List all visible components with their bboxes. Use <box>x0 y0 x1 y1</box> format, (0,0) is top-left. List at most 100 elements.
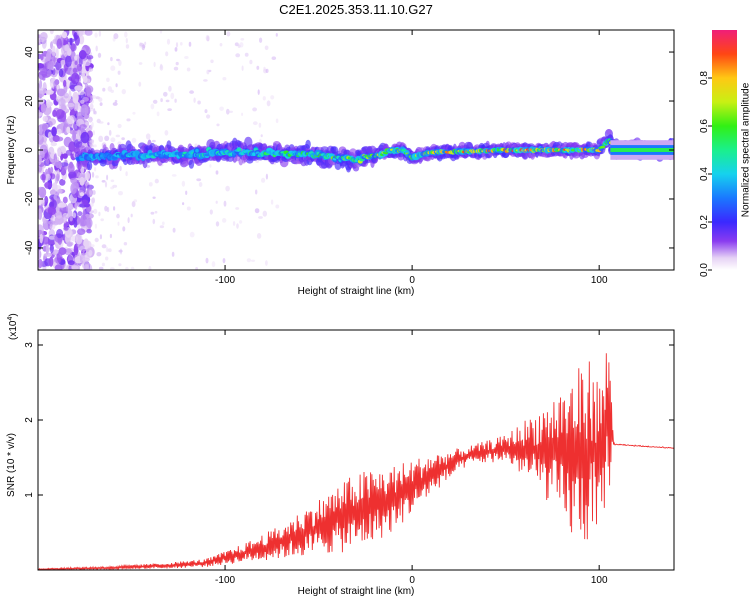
snr-scale-exponent: 4 <box>7 317 14 321</box>
heatmap-cell-680 <box>150 103 155 110</box>
heatmap-cell-588 <box>52 109 57 117</box>
heatmap-cell-746 <box>99 234 102 240</box>
heatmap-cell-721 <box>226 108 230 115</box>
heatmap-cell-869 <box>106 174 109 181</box>
heatmap-cell-603 <box>51 57 56 65</box>
heatmap-cell-427 <box>53 85 57 94</box>
heatmap-cell-663 <box>89 98 94 104</box>
heatmap-cell-759 <box>186 206 191 211</box>
heatmap-cell-409 <box>74 202 78 210</box>
heatmap-cell-410 <box>60 59 66 65</box>
heatmap-cell-190 <box>56 128 62 135</box>
heatmap-cell-642 <box>58 68 64 78</box>
heatmap-cell-791 <box>186 67 191 72</box>
heatmap-cell-535 <box>48 131 52 139</box>
heatmap-cell-827 <box>124 31 128 38</box>
heatmap-cell-634 <box>50 142 57 147</box>
heatmap-cell-692 <box>118 263 122 267</box>
heatmap-cell-824 <box>222 218 227 223</box>
heatmap-cell-624 <box>45 159 50 164</box>
heatmap-cell-857 <box>126 118 131 122</box>
heatmap-cell-834 <box>138 62 143 65</box>
heatmap-cell-872 <box>89 190 92 195</box>
heatmap-cell-886 <box>139 42 144 47</box>
heatmap-cell-699 <box>262 96 266 101</box>
heatmap-cell-867 <box>195 267 198 270</box>
heatmap-cell-649 <box>66 241 74 246</box>
heatmap-cell-744 <box>105 256 109 261</box>
heatmap-cell-538 <box>68 265 72 270</box>
heatmap-cell-691 <box>167 108 172 111</box>
heatmap-cell-643 <box>61 31 68 39</box>
heatmap-cell-801 <box>174 47 178 52</box>
heatmap-cell-850 <box>270 95 275 100</box>
heatmap-cell-729 <box>119 165 122 172</box>
heatmap-cell-776 <box>104 205 108 212</box>
heatmap-cell-806 <box>184 56 189 59</box>
spectrogram-x-label: Height of straight line (km) <box>298 286 415 297</box>
heatmap-cell-789 <box>185 190 188 195</box>
heatmap-cell-781 <box>232 221 236 226</box>
heatmap-cell-704 <box>156 111 160 117</box>
heatmap-cell-788 <box>209 209 213 215</box>
heatmap-cell-710 <box>154 178 159 184</box>
heatmap-cell-417 <box>62 79 67 88</box>
heatmap-cell-846 <box>205 34 210 42</box>
heatmap-cell-749 <box>196 178 202 182</box>
heatmap-cell-530 <box>46 70 52 77</box>
heatmap-cell-770 <box>235 53 241 58</box>
heatmap-cell-434 <box>39 79 43 89</box>
heatmap-cell-856 <box>125 37 128 44</box>
heatmap-cell-560 <box>69 37 73 46</box>
snr-series-line <box>38 353 674 570</box>
heatmap-cell-809 <box>112 102 118 106</box>
heatmap-cell-829 <box>107 122 110 126</box>
snr-y-ticks: 1 2 3 <box>24 342 674 498</box>
svg-text:(x104): (x104) <box>7 313 19 340</box>
heatmap-cell-871 <box>145 133 151 140</box>
heatmap-cell-780 <box>165 99 170 103</box>
snr-xtick-label-1: 0 <box>409 575 415 586</box>
heatmap-cell-555 <box>54 264 63 270</box>
heatmap-cell-841 <box>99 102 103 106</box>
heatmap-cell-804 <box>160 63 163 69</box>
heatmap-cell-736 <box>194 143 198 147</box>
heatmap-cell-895 <box>197 100 201 105</box>
heatmap-cell-822 <box>125 171 128 177</box>
heatmap-cell-730 <box>229 110 233 114</box>
heatmap-cell-875 <box>125 266 129 270</box>
heatmap-cell-641 <box>55 161 62 169</box>
heatmap-cell-689 <box>256 233 262 239</box>
heatmap-cell-28 <box>59 178 66 186</box>
heatmap-cell-758 <box>113 206 116 211</box>
heatmap-cell-686 <box>159 30 163 34</box>
heatmap-cell-739 <box>203 79 208 82</box>
heatmap-cell-908 <box>265 68 269 73</box>
heatmap-cell-533 <box>79 219 87 227</box>
heatmap-cell-694 <box>271 56 277 60</box>
heatmap-cell-656 <box>150 211 155 215</box>
heatmap-cell-587 <box>88 249 93 257</box>
heatmap-cells <box>38 30 674 270</box>
spectrogram-xtick-label-0: -100 <box>215 275 235 286</box>
heatmap-cell-645 <box>74 55 78 61</box>
heatmap-cell-797 <box>250 259 256 262</box>
heatmap-cell-695 <box>265 260 268 266</box>
spectrogram-x-ticks: -100 0 100 <box>215 30 608 286</box>
heatmap-cell-521 <box>67 163 75 175</box>
heatmap-cell-577 <box>57 202 67 208</box>
snr-ytick-label-2: 3 <box>24 342 35 348</box>
heatmap-cell-849 <box>148 265 152 270</box>
heatmap-cell-628 <box>55 211 63 219</box>
heatmap-cell-429 <box>70 43 77 52</box>
heatmap-cell-771 <box>189 90 195 94</box>
heatmap-cell-644 <box>51 126 57 137</box>
heatmap-cell-589 <box>72 212 77 219</box>
heatmap-cell-671 <box>153 61 156 68</box>
heatmap-cell-639 <box>78 244 85 251</box>
snr-frame <box>37 329 675 571</box>
heatmap-cell-398 <box>75 232 83 245</box>
heatmap-cell-447 <box>38 224 44 237</box>
heatmap-cell-901 <box>180 42 183 46</box>
heatmap-cell-862 <box>118 191 123 196</box>
